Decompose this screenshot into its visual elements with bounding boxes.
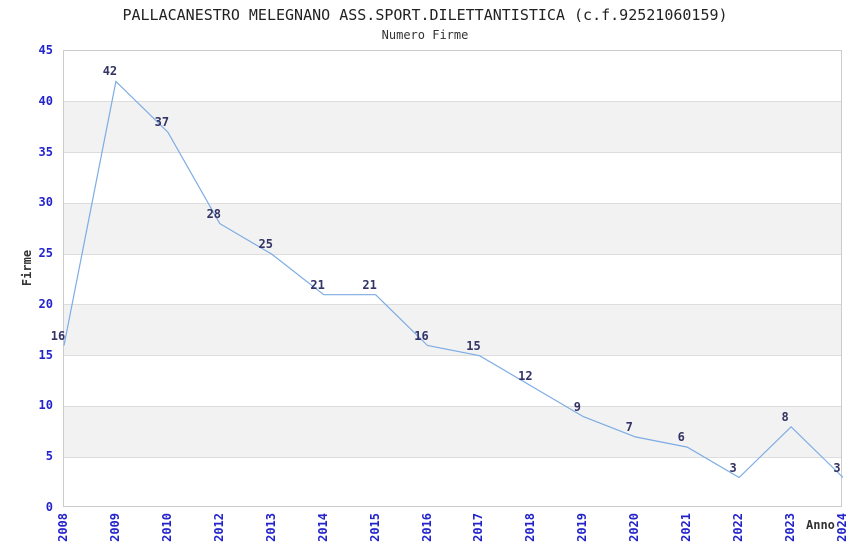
- y-gridline: [64, 355, 841, 357]
- x-tick-label: 2015: [367, 513, 382, 542]
- x-tick-label: 2024: [835, 513, 849, 542]
- y-tick-label: 35: [38, 144, 53, 159]
- x-tick-label: 2016: [419, 513, 434, 542]
- x-tick-label: 2008: [56, 513, 70, 542]
- y-tick-label: 20: [38, 296, 53, 311]
- data-point-label: 7: [625, 419, 633, 434]
- y-gridline: [64, 152, 841, 154]
- y-tick-label: 30: [38, 195, 53, 210]
- data-point-label: 3: [729, 460, 737, 475]
- x-tick-label: 2010: [159, 513, 174, 542]
- y-shade-band: [64, 304, 841, 356]
- series-line: [63, 80, 844, 479]
- series-line-canvas: [63, 80, 844, 479]
- y-tick-label: 40: [38, 93, 53, 108]
- y-shade-band: [64, 406, 841, 458]
- data-point-label: 37: [154, 115, 170, 130]
- x-tick-label: 2014: [315, 513, 330, 542]
- y-gridline: [64, 101, 841, 103]
- y-shade-band: [64, 101, 841, 153]
- y-tick-label: 45: [38, 43, 53, 57]
- y-shade-band: [64, 203, 841, 255]
- y-gridline: [64, 253, 841, 255]
- x-tick-label: 2009: [107, 513, 122, 542]
- x-tick-label: 2021: [679, 513, 694, 542]
- y-tick-label: 5: [45, 449, 53, 464]
- data-point-label: 8: [781, 409, 789, 424]
- x-tick-label: 2013: [263, 513, 278, 542]
- y-gridline: [64, 456, 841, 458]
- data-point-label: 21: [362, 277, 377, 292]
- data-point-label: 6: [677, 430, 685, 445]
- data-point-label: 12: [518, 369, 533, 384]
- data-point-label: 42: [102, 64, 118, 79]
- y-tick-label: 0: [45, 500, 53, 514]
- x-tick-label: 2022: [731, 513, 746, 542]
- data-point-label: 16: [50, 328, 66, 343]
- y-gridline: [64, 304, 841, 306]
- data-point-label: 25: [258, 237, 273, 252]
- y-tick-label: 15: [38, 347, 53, 362]
- x-tick-label: 2020: [627, 513, 642, 542]
- y-tick-label: 25: [38, 246, 53, 261]
- x-tick-label: 2019: [575, 513, 590, 542]
- data-point-label: 9: [573, 399, 581, 414]
- chart-plot-area: 16 42 37 28 25 21 21 16 15 12 9 7 6 3 8 3: [51, 50, 844, 507]
- x-tick-label: 2018: [523, 513, 538, 542]
- x-tick-label: 2023: [783, 513, 798, 542]
- x-axis-label: Anno: [806, 518, 835, 532]
- data-point-label: 16: [414, 328, 429, 343]
- data-point-label: 3: [833, 460, 841, 475]
- y-tick-label: 10: [38, 398, 53, 413]
- chart-title: PALLACANESTRO MELEGNANO ASS.SPORT.DILETT…: [122, 6, 728, 24]
- data-point-label: 21: [310, 277, 325, 292]
- data-point-label: 28: [206, 206, 222, 221]
- x-tick-label: 2012: [211, 513, 226, 542]
- chart-subtitle: Numero Firme: [381, 28, 469, 42]
- data-point-label: 15: [466, 338, 481, 353]
- y-gridline: [64, 405, 841, 407]
- y-gridline: [64, 202, 841, 204]
- x-tick-label: 2017: [471, 513, 486, 542]
